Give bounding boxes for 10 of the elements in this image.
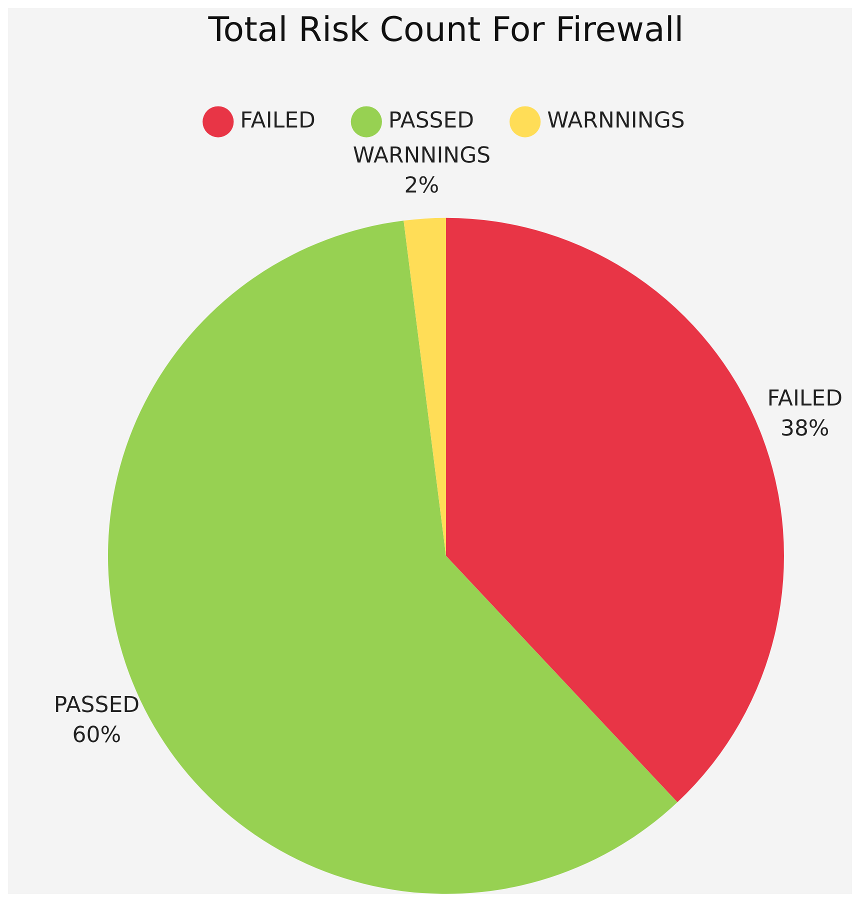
data-label: 60% xyxy=(72,722,122,748)
slice-label: WARNNINGS xyxy=(352,143,491,168)
data-label: 38% xyxy=(780,416,830,442)
chart-title: Total Risk Count For Firewall xyxy=(207,10,684,50)
legend-label: WARNNINGS xyxy=(547,108,685,134)
data-label: 2% xyxy=(404,173,440,198)
legend-label: PASSED xyxy=(388,108,474,134)
slice-label: PASSED xyxy=(54,692,140,718)
legend-label: FAILED xyxy=(240,108,316,134)
slice-label: FAILED xyxy=(767,386,843,412)
